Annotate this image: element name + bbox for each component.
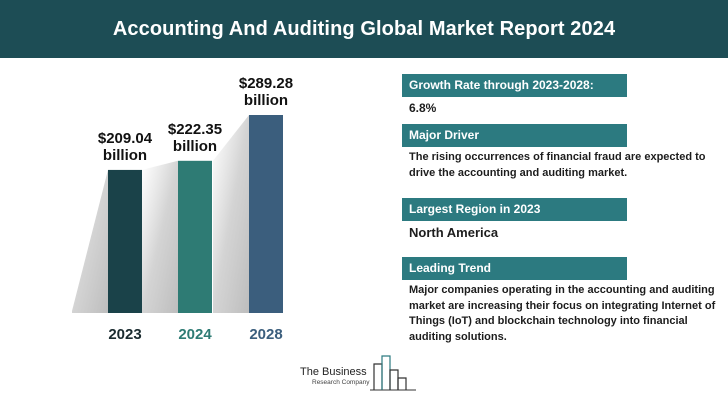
company-logo: The Business Research Company (300, 354, 420, 394)
year-label-2024: 2024 (178, 326, 212, 343)
header-banner: Accounting And Auditing Global Market Re… (0, 0, 728, 58)
chart-svg (72, 115, 283, 313)
growth-rate-label: Growth Rate through 2023-2028: (402, 74, 627, 97)
major-driver-text: The rising occurrences of financial frau… (409, 151, 706, 179)
bar-2028 (249, 115, 283, 313)
leading-trend-text: Major companies operating in the account… (409, 284, 716, 343)
bar-2023 (108, 169, 142, 313)
info-panel: Growth Rate through 2023-2028: 6.8% Majo… (402, 74, 728, 364)
largest-region-label: Largest Region in 2023 (402, 198, 627, 221)
leading-trend-label: Leading Trend (402, 257, 627, 280)
bar-2024 (178, 160, 212, 313)
major-driver-label: Major Driver (402, 124, 627, 147)
bar-value-label-2024: $222.35 billion (167, 120, 223, 155)
bar-shadow-2028 (213, 115, 249, 313)
growth-rate-value: 6.8% (409, 101, 437, 115)
logo-text-main: The Business (300, 366, 367, 378)
year-label-2028: 2028 (249, 326, 283, 343)
bar-shadow-2023 (72, 169, 108, 313)
bar-chart: $209.04 billion $222.35 billion $289.28 billi… (0, 58, 360, 358)
largest-region-value: North America (409, 225, 499, 240)
year-label-2023: 2023 (108, 326, 142, 343)
bar-shadow-2024 (142, 160, 178, 313)
report-title: Accounting And Auditing Global Market Re… (112, 17, 616, 40)
bar-value-label-2023: $209.04 billion (97, 129, 153, 164)
logo-text-sub: Research Company (312, 379, 370, 386)
bar-value-label-2028: $289.28 billion (238, 75, 294, 109)
logo-building-icon (370, 355, 416, 391)
